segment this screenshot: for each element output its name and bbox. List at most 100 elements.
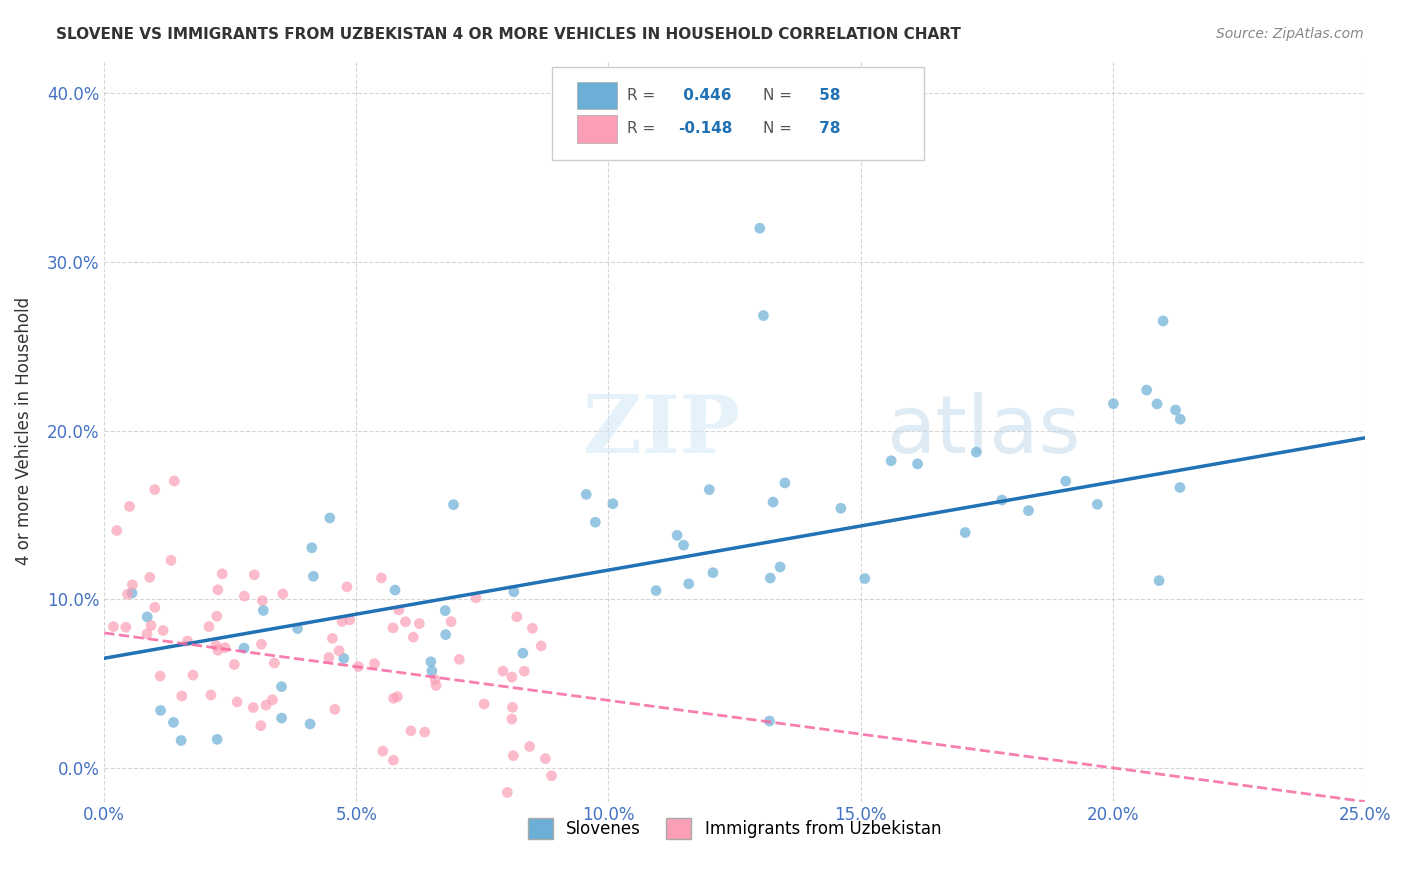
Point [758,714,780,728]
Point [1017,503,1039,517]
Point [388,603,411,617]
Point [149,703,172,717]
FancyBboxPatch shape [576,82,617,110]
Point [233,641,256,656]
Text: -0.148: -0.148 [678,121,733,136]
Point [207,643,229,657]
Point [434,604,457,618]
Point [105,524,128,538]
Point [233,589,256,603]
Point [465,591,488,605]
Point [214,640,236,655]
Point [321,632,343,646]
Text: N =: N = [763,121,793,136]
Point [1102,397,1125,411]
Point [176,634,198,648]
Point [198,619,221,633]
Point [759,571,782,585]
Point [472,697,495,711]
Point [115,620,138,634]
Point [181,668,204,682]
Point [513,664,536,678]
Point [419,655,441,669]
Point [160,553,183,567]
Point [170,733,193,747]
Point [965,445,987,459]
Point [205,639,228,653]
Point [506,609,529,624]
Point [502,584,524,599]
Point [139,618,162,632]
Point [170,689,193,703]
Point [287,622,309,636]
Point [323,702,346,716]
Text: N =: N = [763,87,793,103]
Point [139,570,162,584]
Point [402,630,425,644]
Point [207,582,229,597]
Point [121,586,143,600]
Text: SLOVENE VS IMMIGRANTS FROM UZBEKISTAN 4 OR MORE VEHICLES IN HOUSEHOLD CORRELATIO: SLOVENE VS IMMIGRANTS FROM UZBEKISTAN 4 … [56,27,962,42]
Point [1164,403,1187,417]
Point [425,678,447,692]
Point [645,583,668,598]
Point [702,566,724,580]
Point [420,664,443,678]
Point [502,700,524,714]
Point [226,695,249,709]
Point [270,711,292,725]
Point [991,493,1014,508]
Point [1152,314,1174,328]
Point [773,475,796,490]
Point [530,639,553,653]
Point [830,501,852,516]
Point [301,541,323,555]
Point [152,624,174,638]
Point [249,719,271,733]
Text: 78: 78 [814,121,841,136]
Text: 58: 58 [814,87,841,103]
Point [205,609,228,624]
Point [205,732,228,747]
Point [434,627,457,641]
FancyBboxPatch shape [576,115,617,143]
Point [697,483,720,497]
Point [382,621,405,635]
Point [534,752,557,766]
Point [496,785,519,799]
Legend: Slovenes, Immigrants from Uzbekistan: Slovenes, Immigrants from Uzbekistan [522,812,948,846]
Point [143,483,166,497]
Point [752,309,775,323]
Point [678,576,700,591]
Point [501,712,523,726]
Point [540,769,562,783]
Y-axis label: 4 or more Vehicles in Household: 4 or more Vehicles in Household [15,296,32,565]
Point [302,569,325,583]
Point [121,578,143,592]
Point [211,566,233,581]
Point [501,670,523,684]
Point [252,603,274,617]
Point [339,613,361,627]
Point [575,487,598,501]
Point [254,698,277,712]
Point [371,744,394,758]
Text: Source: ZipAtlas.com: Source: ZipAtlas.com [1216,27,1364,41]
Text: ZIP: ZIP [583,392,740,469]
Point [423,673,446,687]
Point [271,587,294,601]
Point [162,715,184,730]
Point [666,528,689,542]
Point [440,615,463,629]
Point [336,580,359,594]
Point [449,652,471,666]
Point [1168,481,1191,495]
Point [243,567,266,582]
Point [907,457,929,471]
Point [672,538,695,552]
Point [519,739,541,754]
Point [512,646,534,660]
Point [1147,574,1170,588]
Point [347,659,370,673]
Point [443,498,465,512]
